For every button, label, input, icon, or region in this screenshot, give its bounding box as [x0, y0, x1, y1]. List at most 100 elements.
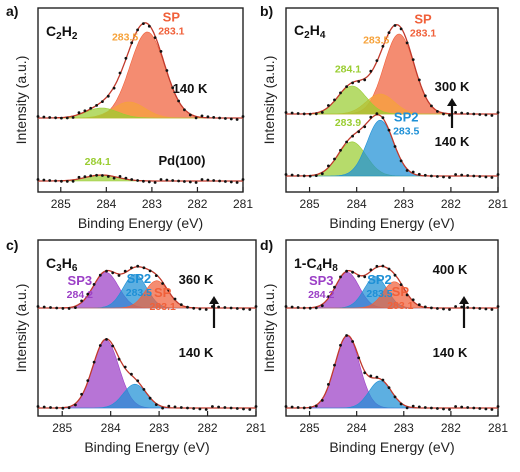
data-point — [375, 264, 379, 268]
data-point — [417, 172, 421, 176]
data-point — [393, 273, 397, 277]
data-point — [198, 407, 202, 411]
peak-energy-label: 283.1 — [150, 301, 176, 313]
peak-energy-label: 284.1 — [85, 156, 111, 168]
peak-component — [38, 31, 243, 119]
data-point — [154, 403, 158, 406]
plot-frame — [37, 7, 244, 193]
peak-name-label: SP3 — [68, 273, 93, 288]
data-point — [351, 134, 354, 138]
data-point — [454, 111, 457, 114]
data-point — [49, 306, 52, 309]
x-axis-label: Binding Energy (eV) — [329, 215, 454, 231]
data-point — [302, 112, 306, 116]
data-point — [496, 305, 500, 308]
data-point — [74, 403, 77, 407]
data-point — [192, 306, 196, 310]
data-point — [92, 283, 96, 286]
peak-name-label: SP2 — [127, 271, 152, 286]
data-point — [296, 174, 300, 177]
data-point — [327, 104, 330, 107]
data-point — [60, 179, 63, 183]
data-point — [80, 392, 83, 396]
data-point — [235, 407, 239, 410]
peak-energy-label: 283.5 — [393, 126, 419, 138]
data-point — [111, 344, 115, 348]
x-tick-label: 281 — [488, 197, 508, 211]
data-point — [179, 303, 183, 306]
formula-part: H — [62, 23, 72, 39]
data-point — [223, 406, 227, 409]
data-point — [478, 307, 482, 310]
data-point — [284, 173, 288, 176]
data-point — [229, 180, 233, 184]
data-point — [67, 406, 71, 410]
data-point — [106, 175, 110, 178]
peak-energy-label: 283.1 — [158, 26, 184, 38]
condition-label: 400 K — [433, 262, 468, 277]
data-point — [118, 175, 122, 178]
data-point — [229, 306, 233, 310]
peak-energy-label: 283.1 — [387, 300, 413, 312]
data-point — [405, 41, 409, 45]
data-point — [142, 388, 146, 391]
data-point — [36, 305, 40, 308]
data-point — [71, 116, 75, 119]
x-tick-label: 285 — [300, 421, 320, 435]
data-point — [254, 405, 258, 408]
plot-frame — [285, 7, 499, 193]
data-point — [42, 305, 46, 309]
molecule-label: C2H2 — [46, 23, 78, 42]
data-point — [466, 306, 470, 309]
data-point — [339, 343, 342, 347]
data-point — [284, 405, 288, 408]
data-point — [399, 283, 403, 286]
data-point — [105, 338, 108, 341]
data-point — [308, 306, 312, 310]
formula-part: H — [310, 22, 320, 38]
molecule-label: C3H6 — [46, 255, 78, 274]
data-point — [130, 266, 133, 270]
data-point — [381, 264, 385, 268]
x-tick-label: 282 — [187, 197, 207, 211]
data-point — [411, 170, 415, 174]
peak-energy-label: 283.5 — [112, 31, 138, 43]
data-point — [290, 173, 294, 177]
data-point — [105, 269, 108, 273]
data-point — [484, 307, 488, 311]
data-point — [167, 288, 171, 292]
data-point — [200, 178, 204, 181]
data-point — [345, 140, 348, 144]
data-point — [448, 308, 451, 311]
formula-part: C — [46, 23, 56, 39]
data-point — [290, 405, 294, 409]
data-point — [393, 145, 397, 148]
data-point — [369, 115, 373, 119]
data-point — [36, 405, 40, 408]
data-point — [411, 58, 415, 61]
data-point — [296, 406, 300, 409]
x-tick-label: 282 — [198, 421, 218, 435]
data-point — [48, 179, 52, 182]
data-point — [333, 363, 336, 367]
data-point — [95, 104, 98, 107]
data-point — [454, 405, 457, 408]
data-point — [136, 179, 140, 182]
panel-b: 285 284 283 282 281 Binding Energy (eV) Intens… — [260, 3, 508, 231]
condition-label: 140 K — [435, 134, 470, 149]
data-point — [333, 98, 336, 102]
data-point — [284, 305, 288, 308]
data-point — [375, 112, 379, 116]
data-point — [314, 112, 318, 116]
data-point — [248, 408, 252, 411]
fit-envelope — [38, 174, 243, 182]
data-point — [89, 106, 93, 110]
data-point — [95, 173, 98, 177]
data-point — [484, 407, 488, 411]
data-point — [142, 266, 146, 270]
data-point — [320, 304, 324, 308]
data-point — [472, 406, 476, 410]
plot-frame — [285, 239, 499, 417]
